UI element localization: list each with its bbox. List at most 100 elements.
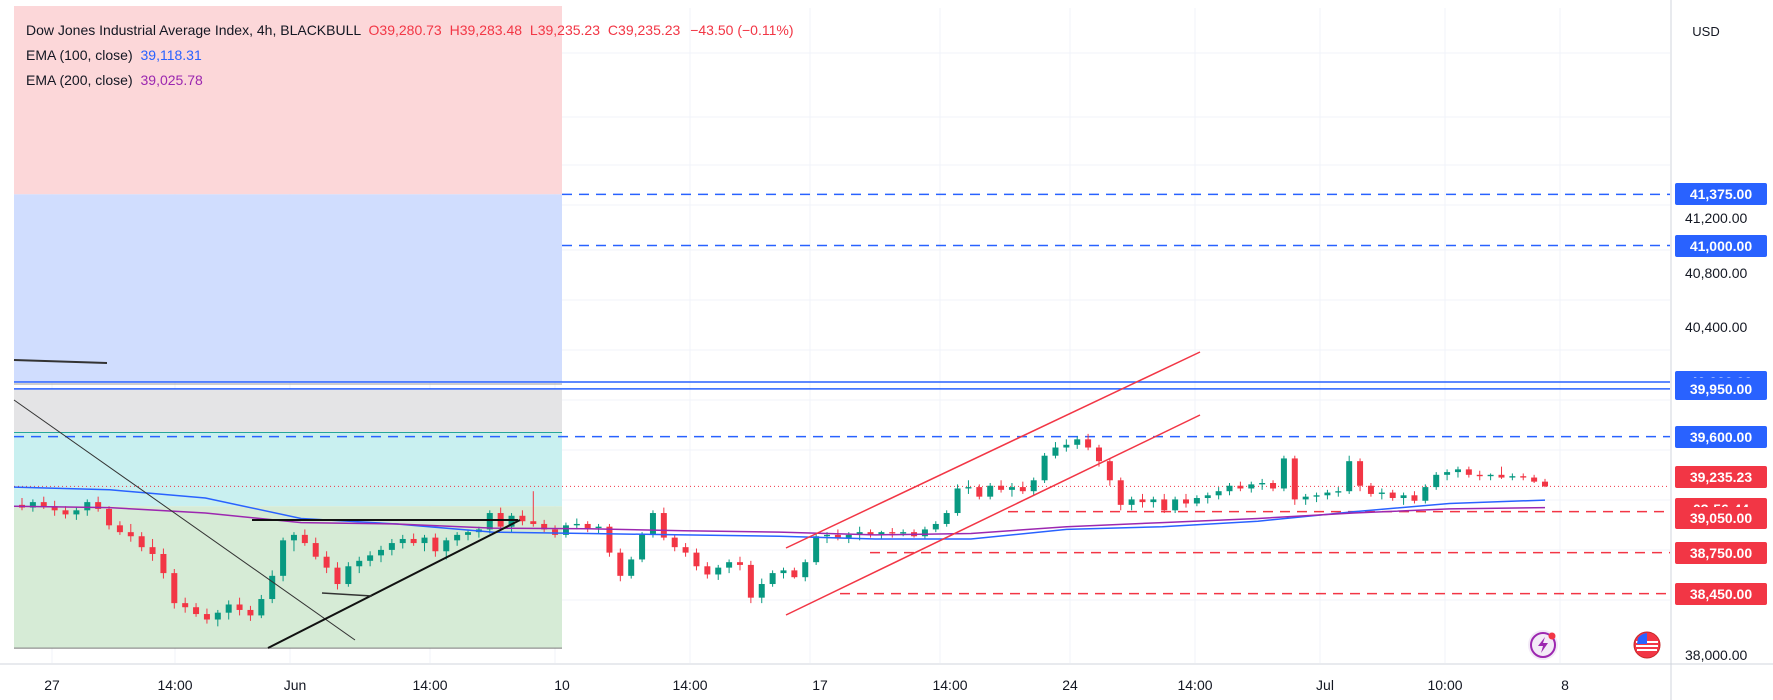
candle-body — [1324, 492, 1331, 496]
price-tag: 39,950.00 — [1675, 377, 1767, 400]
candle-body — [1150, 499, 1157, 503]
candle-body — [1520, 476, 1527, 478]
candle-body — [1237, 485, 1244, 489]
time-axis-label: 14:00 — [1177, 677, 1213, 693]
price-tag: 39,600.00 — [1675, 425, 1767, 448]
candle-body — [1378, 492, 1385, 494]
candle-body — [1139, 499, 1146, 503]
candle-body — [1531, 477, 1538, 482]
candle-body — [290, 534, 297, 541]
candle-body — [813, 536, 820, 563]
candle-body — [1302, 496, 1309, 500]
candle-body — [584, 523, 591, 529]
candle-body — [95, 502, 102, 509]
ascending-support-line — [267, 519, 521, 649]
candle-body — [1128, 499, 1135, 505]
candle-body — [1400, 495, 1407, 499]
candle-body — [1041, 455, 1048, 481]
us-flag-icon[interactable] — [1632, 630, 1662, 660]
candle-body — [51, 506, 58, 511]
candle-body — [1008, 487, 1015, 490]
candle-body — [486, 513, 493, 530]
candle-body — [1357, 461, 1364, 486]
price-axis-label: 40,800.00 — [1685, 264, 1748, 281]
candle-body — [193, 607, 200, 615]
candle-body — [1313, 495, 1320, 497]
candle-body — [1106, 461, 1113, 481]
candle-body — [628, 559, 635, 576]
low-value: 39,235.23 — [537, 22, 601, 38]
time-axis-label: 14:00 — [412, 677, 448, 693]
candle-body — [399, 538, 406, 544]
candle-body — [682, 547, 689, 553]
candle-body — [1095, 447, 1102, 462]
candle-body — [921, 529, 928, 537]
ema100-label: EMA (100, close) — [26, 47, 133, 63]
candle-body — [1487, 474, 1494, 477]
legend-row-ema100[interactable]: EMA (100, close) 39,118.31 — [26, 43, 793, 68]
symbol-title[interactable]: Dow Jones Industrial Average Index, 4h, … — [26, 22, 361, 38]
channel-lower-line — [785, 414, 1201, 616]
descending-trendline — [13, 399, 356, 641]
candle-body — [1215, 491, 1222, 496]
candle-body — [40, 502, 47, 507]
candle-body — [236, 604, 243, 610]
candle-body — [203, 614, 210, 620]
candle-body — [541, 523, 548, 530]
pattern-base-line — [321, 592, 373, 597]
candle-body — [182, 603, 189, 608]
candle-body — [1346, 461, 1353, 492]
price-tag: 41,375.00 — [1675, 183, 1767, 206]
candle-body — [878, 532, 885, 535]
candle-body — [715, 567, 722, 575]
close-label: C — [607, 22, 619, 38]
candle-body — [29, 502, 36, 508]
candle-body — [1161, 499, 1168, 511]
candle-body — [726, 562, 733, 568]
candle-body — [649, 513, 656, 535]
high-label: H — [449, 22, 460, 38]
candle-body — [562, 525, 569, 535]
candle-body — [660, 513, 667, 538]
candle-body — [84, 502, 91, 511]
time-axis-label: 27 — [44, 677, 60, 693]
candle-body — [802, 562, 809, 578]
candle-body — [171, 573, 178, 604]
candle-body — [834, 534, 841, 538]
candle-body — [1422, 487, 1429, 501]
time-axis-label: 8 — [1561, 677, 1569, 693]
time-axis-label: 17 — [812, 677, 828, 693]
candle-body — [595, 526, 602, 529]
candle-body — [225, 604, 232, 613]
candle-body — [1542, 481, 1548, 487]
candle-body — [1280, 458, 1287, 489]
candle-body — [1270, 483, 1277, 489]
legend-row-ema200[interactable]: EMA (200, close) 39,025.78 — [26, 68, 793, 93]
candle-body — [1019, 487, 1026, 492]
candle-body — [280, 540, 287, 576]
time-axis-label: 14:00 — [932, 677, 968, 693]
candle-body — [573, 523, 580, 526]
legend-row-ohlc: Dow Jones Industrial Average Index, 4h, … — [26, 18, 793, 43]
trend-stub-line — [13, 359, 108, 364]
candle-body — [1226, 485, 1233, 492]
candle-body — [617, 552, 624, 576]
candle-body — [465, 532, 472, 535]
time-axis-label: 14:00 — [672, 677, 708, 693]
time-axis-label: 24 — [1062, 677, 1078, 693]
candle-body — [1052, 447, 1059, 456]
candle-body — [1433, 474, 1440, 488]
candle-body — [987, 485, 994, 497]
high-value: 39,283.48 — [459, 22, 523, 38]
candle-body — [1291, 458, 1298, 500]
zone-blue — [14, 194, 562, 382]
lightning-icon-glyph — [1530, 632, 1556, 658]
currency-button[interactable]: USD — [1676, 18, 1736, 46]
candle-body — [421, 537, 428, 544]
time-axis-label: 10 — [554, 677, 570, 693]
candle-body — [1248, 484, 1255, 489]
lightning-icon[interactable] — [1528, 630, 1558, 660]
candle-body — [758, 584, 765, 598]
candle-body — [377, 549, 384, 556]
